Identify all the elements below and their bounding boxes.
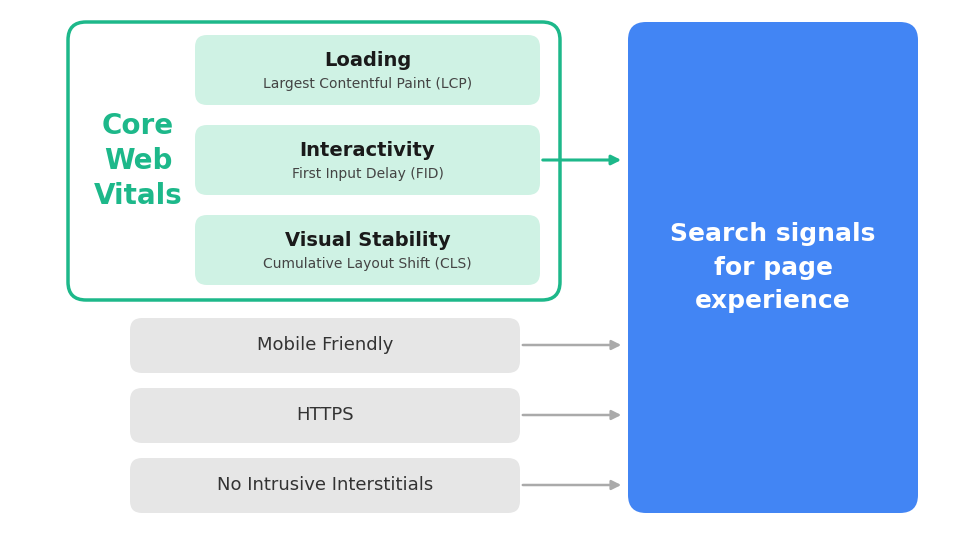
Text: Search signals
for page
experience: Search signals for page experience bbox=[670, 222, 876, 313]
Text: HTTPS: HTTPS bbox=[297, 407, 354, 424]
FancyBboxPatch shape bbox=[130, 318, 520, 373]
FancyBboxPatch shape bbox=[195, 215, 540, 285]
Text: Loading: Loading bbox=[324, 51, 411, 70]
Text: Interactivity: Interactivity bbox=[300, 140, 435, 159]
FancyBboxPatch shape bbox=[130, 458, 520, 513]
FancyBboxPatch shape bbox=[130, 388, 520, 443]
FancyBboxPatch shape bbox=[68, 22, 560, 300]
FancyBboxPatch shape bbox=[628, 22, 918, 513]
Text: Mobile Friendly: Mobile Friendly bbox=[257, 336, 394, 354]
Text: No Intrusive Interstitials: No Intrusive Interstitials bbox=[217, 476, 433, 495]
FancyBboxPatch shape bbox=[195, 35, 540, 105]
Text: Visual Stability: Visual Stability bbox=[285, 231, 450, 249]
Text: Cumulative Layout Shift (CLS): Cumulative Layout Shift (CLS) bbox=[263, 257, 471, 271]
Text: Largest Contentful Paint (LCP): Largest Contentful Paint (LCP) bbox=[263, 77, 472, 91]
Text: First Input Delay (FID): First Input Delay (FID) bbox=[292, 167, 444, 181]
Text: Core
Web
Vitals: Core Web Vitals bbox=[94, 112, 182, 210]
FancyBboxPatch shape bbox=[195, 125, 540, 195]
